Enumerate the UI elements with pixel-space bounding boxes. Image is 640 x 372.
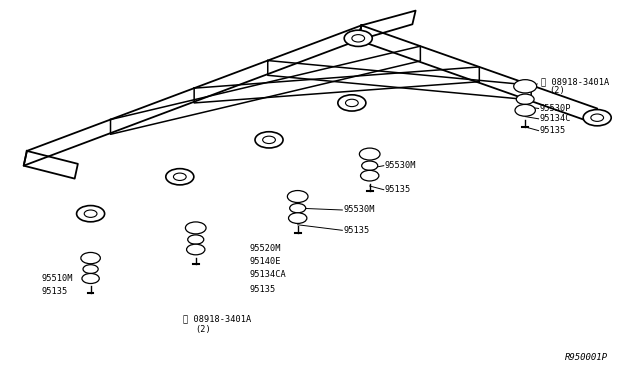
Text: 95140E: 95140E — [250, 257, 282, 266]
Circle shape — [344, 30, 372, 46]
Text: Ⓝ 08918-3401A: Ⓝ 08918-3401A — [183, 314, 252, 323]
Polygon shape — [111, 46, 420, 134]
Text: 95134CA: 95134CA — [250, 270, 287, 279]
Text: 95530P: 95530P — [540, 104, 572, 113]
Circle shape — [82, 273, 99, 283]
Polygon shape — [24, 151, 78, 179]
Circle shape — [289, 213, 307, 224]
Polygon shape — [358, 11, 415, 40]
Circle shape — [166, 169, 194, 185]
Circle shape — [186, 222, 206, 234]
Polygon shape — [24, 25, 362, 166]
Circle shape — [583, 110, 611, 126]
Text: 95530M: 95530M — [344, 205, 375, 215]
Circle shape — [81, 253, 100, 264]
Text: 95135: 95135 — [385, 185, 412, 194]
Circle shape — [515, 105, 536, 116]
Circle shape — [290, 203, 306, 213]
Circle shape — [77, 206, 104, 222]
Circle shape — [591, 114, 604, 121]
Circle shape — [255, 132, 283, 148]
Text: 95135: 95135 — [250, 285, 276, 294]
Text: 95520M: 95520M — [250, 244, 282, 253]
Polygon shape — [268, 61, 531, 100]
Text: 95135: 95135 — [540, 126, 566, 135]
Text: 95530M: 95530M — [385, 161, 417, 170]
Text: Ⓝ 08918-3401A: Ⓝ 08918-3401A — [541, 77, 609, 86]
Circle shape — [173, 173, 186, 180]
Circle shape — [84, 210, 97, 217]
Text: (2): (2) — [549, 86, 565, 94]
Circle shape — [188, 235, 204, 244]
Circle shape — [187, 244, 205, 255]
Circle shape — [338, 95, 366, 111]
Polygon shape — [194, 67, 479, 103]
Circle shape — [516, 94, 534, 105]
Circle shape — [262, 136, 275, 144]
Circle shape — [514, 80, 537, 93]
Circle shape — [360, 170, 379, 181]
Circle shape — [352, 35, 365, 42]
Text: R950001P: R950001P — [565, 353, 609, 362]
Polygon shape — [358, 25, 597, 123]
Text: 95135: 95135 — [42, 287, 68, 296]
Circle shape — [287, 190, 308, 202]
Text: (2): (2) — [196, 326, 211, 334]
Circle shape — [346, 99, 358, 107]
Circle shape — [83, 265, 98, 273]
Circle shape — [360, 148, 380, 160]
Text: 95135: 95135 — [344, 226, 370, 235]
Text: 95510M: 95510M — [42, 274, 73, 283]
Circle shape — [362, 161, 378, 170]
Text: 95134C: 95134C — [540, 114, 572, 123]
